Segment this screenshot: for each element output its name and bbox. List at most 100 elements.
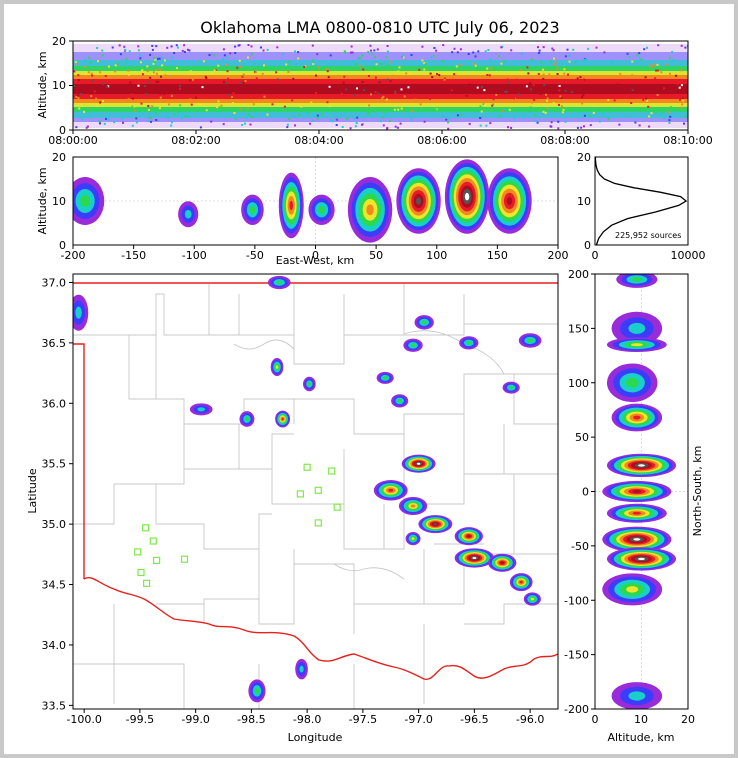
time-height-speck — [229, 52, 232, 55]
lma-station-marker — [149, 537, 157, 545]
time-height-speck — [316, 117, 319, 120]
time-height-speck — [680, 106, 683, 109]
plan-density-cluster — [299, 665, 304, 673]
time-height-speck — [367, 75, 370, 77]
time-height-speck — [545, 93, 547, 96]
time-height-speck — [407, 100, 410, 103]
plan-ytick-label: 34.5 — [42, 579, 67, 592]
ns-density-cluster — [632, 511, 642, 515]
time-height-speck — [477, 50, 480, 53]
time-height-speck — [329, 119, 332, 122]
time-height-speck — [81, 118, 84, 121]
time-height-speck — [353, 94, 356, 97]
time-height-speck — [459, 113, 462, 116]
ew-height-panel: 20 10 0 Altitude, km -200 -150 -100 -50 0 50 1… — [36, 151, 569, 267]
time-height-speck — [163, 92, 166, 95]
time-height-speck — [171, 56, 174, 59]
time-height-speck — [500, 46, 503, 49]
time-height-speck — [638, 52, 641, 55]
time-height-speck — [80, 110, 82, 113]
time-height-speck — [225, 64, 228, 67]
time-height-speck — [306, 112, 308, 115]
th-xtick-0806: 08:06:00 — [417, 134, 466, 147]
time-height-speck — [90, 89, 93, 92]
time-height-speck — [651, 65, 654, 68]
time-height-speck — [434, 108, 437, 111]
ew-density-cluster — [289, 200, 294, 211]
ew-density-cluster — [366, 204, 374, 216]
time-height-speck — [250, 45, 253, 48]
time-height-speck — [129, 85, 132, 88]
time-height-speck — [173, 52, 176, 54]
time-height-speck — [640, 58, 643, 61]
hist-xtick-0: 0 — [592, 249, 599, 262]
time-height-speck — [542, 68, 545, 71]
ew-xtick-label: 150 — [487, 249, 508, 262]
time-height-speck — [647, 105, 650, 108]
time-height-speck — [671, 51, 674, 53]
time-height-speck — [96, 104, 98, 107]
time-height-speck — [554, 61, 557, 64]
time-height-speck — [583, 125, 585, 128]
time-height-speck — [170, 94, 173, 97]
time-height-speck — [510, 49, 513, 52]
time-height-speck — [389, 60, 392, 63]
time-height-speck — [89, 61, 92, 64]
time-height-speck — [532, 97, 535, 100]
time-height-speck — [355, 122, 358, 124]
time-height-speck — [656, 63, 659, 66]
time-height-speck — [294, 124, 296, 127]
hist-ytick-0: 0 — [584, 239, 591, 252]
time-height-speck — [668, 57, 671, 60]
ns-density-cluster — [638, 557, 645, 561]
time-height-speck — [628, 56, 631, 59]
ns-density-cluster — [630, 343, 643, 347]
time-height-speck — [385, 98, 388, 101]
plan-density-cluster — [276, 280, 283, 285]
time-height-speck — [328, 105, 331, 108]
time-height-speck — [543, 83, 546, 86]
time-height-speck — [309, 122, 312, 125]
time-height-speck — [506, 78, 509, 81]
time-height-speck — [73, 84, 76, 87]
time-height-speck — [646, 46, 648, 49]
ns-ytick-label: -200 — [564, 703, 589, 716]
time-height-speck — [75, 96, 78, 98]
time-height-speck — [108, 118, 111, 121]
time-height-speck — [642, 89, 645, 92]
time-height-speck — [149, 53, 151, 56]
lma-station-marker — [303, 463, 311, 471]
time-height-speck — [227, 77, 230, 80]
time-height-speck — [137, 49, 140, 52]
time-height-speck — [660, 71, 663, 74]
time-height-speck — [107, 65, 110, 68]
plan-density-cluster — [388, 488, 394, 492]
time-height-speck — [141, 73, 144, 76]
time-height-speck — [559, 95, 562, 98]
time-height-speck — [350, 45, 353, 48]
time-height-speck — [157, 57, 159, 60]
plan-xtick-label: -96.0 — [516, 713, 544, 726]
time-height-speck — [588, 114, 591, 117]
time-height-speck — [505, 90, 508, 93]
time-height-speck — [361, 54, 364, 57]
time-height-speck — [133, 109, 136, 112]
time-height-speck — [630, 111, 633, 114]
time-height-speck — [246, 107, 249, 110]
th-xticks: 08:00:00 08:02:00 08:04:00 08:06:00 08:0… — [48, 130, 713, 147]
time-height-speck — [145, 93, 148, 96]
time-height-speck — [607, 90, 610, 93]
time-height-speck — [649, 64, 651, 67]
plan-ylabel: Latitude — [26, 468, 39, 514]
plan-axes-frame — [72, 273, 559, 710]
time-height-speck — [656, 69, 659, 72]
time-height-speck — [511, 108, 514, 111]
time-height-speck — [98, 120, 101, 123]
th-ytick-20: 20 — [52, 35, 66, 48]
time-height-speck — [201, 86, 204, 89]
time-height-speck — [515, 79, 517, 82]
plan-xtick-label: -99.5 — [126, 713, 154, 726]
time-height-speck — [654, 77, 657, 80]
time-height-speck — [572, 48, 575, 51]
time-height-speck — [379, 120, 382, 123]
